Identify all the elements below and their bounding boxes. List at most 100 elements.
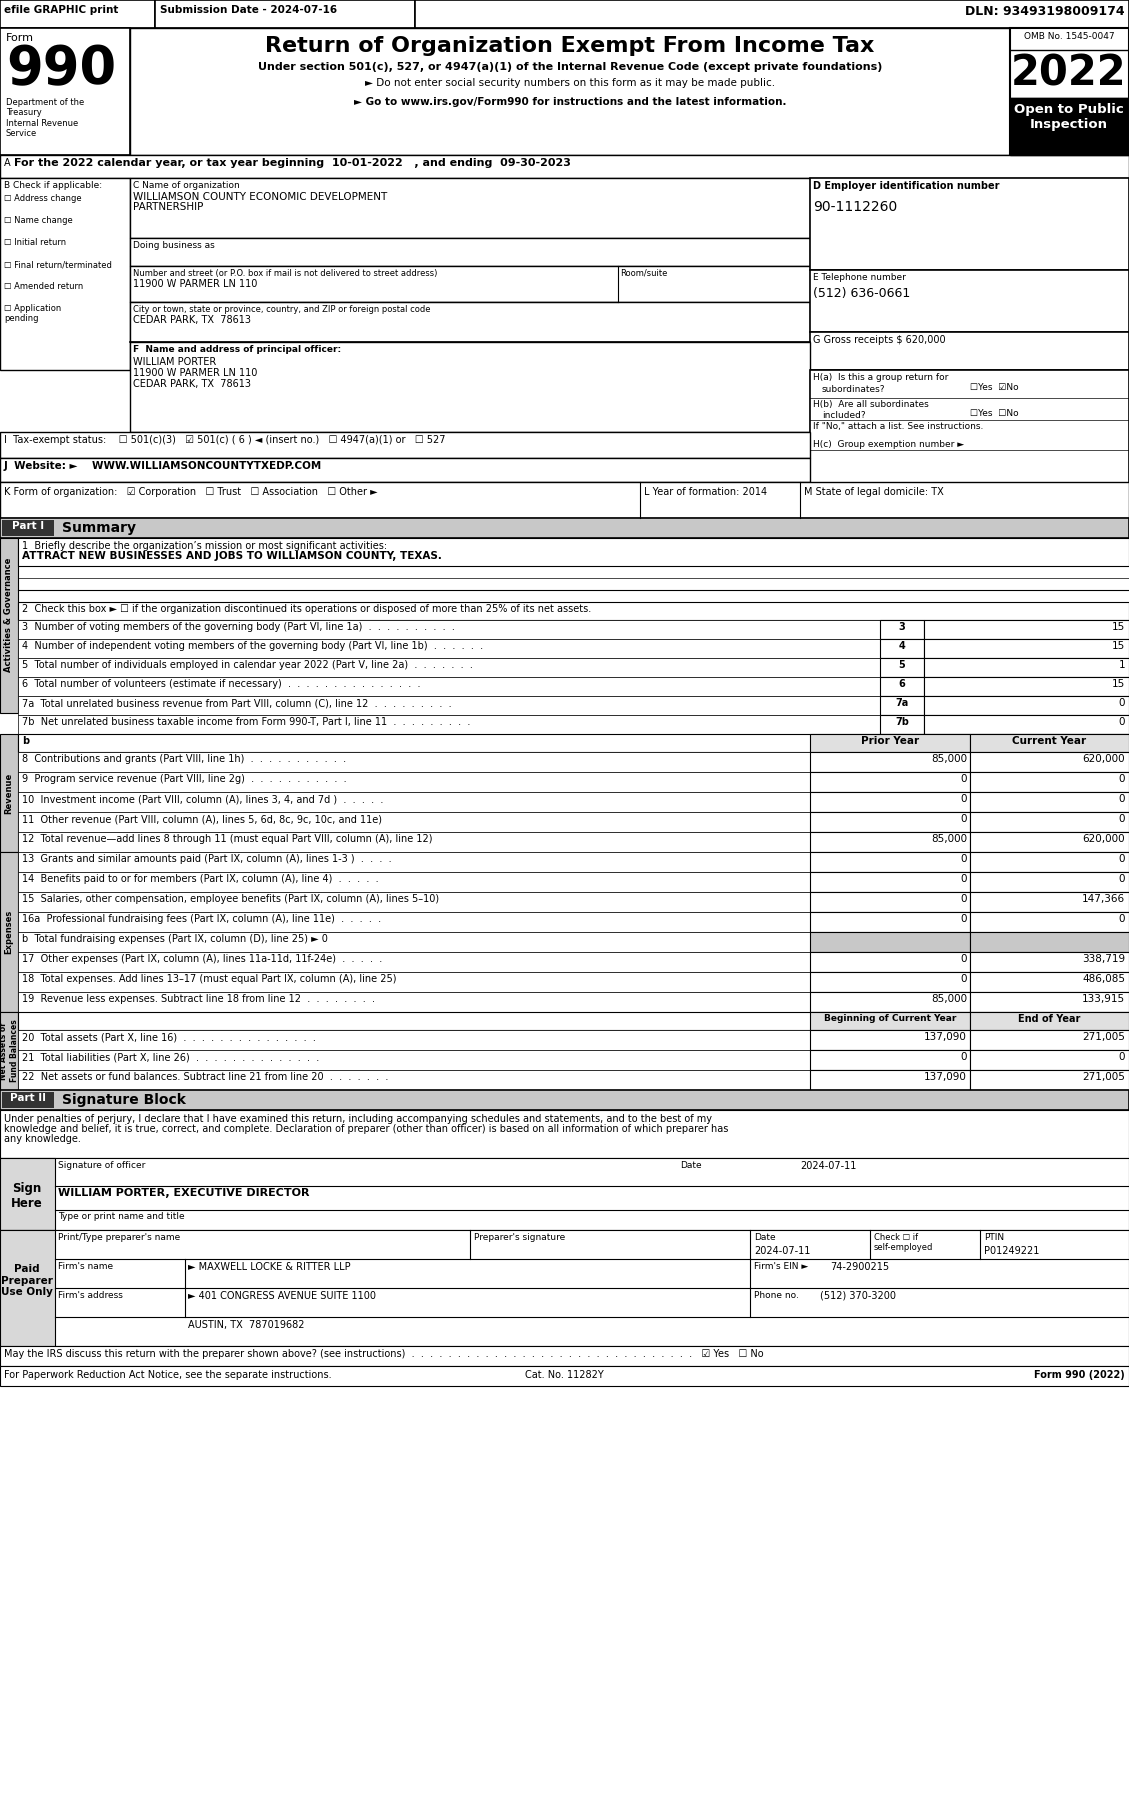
Text: 16a  Professional fundraising fees (Part IX, column (A), line 11e)  .  .  .  .  : 16a Professional fundraising fees (Part … [21, 914, 382, 923]
Bar [924, 620, 1129, 639]
Bar [18, 1050, 1129, 1070]
Text: 15: 15 [1112, 678, 1124, 689]
Text: subordinates?: subordinates? [822, 385, 885, 394]
Text: 2  Check this box ► ☐ if the organization discontinued its operations or dispose: 2 Check this box ► ☐ if the organization… [21, 604, 592, 613]
Text: K Form of organization:   ☑ Corporation   ☐ Trust   ☐ Association   ☐ Other ►: K Form of organization: ☑ Corporation ☐ … [5, 486, 377, 497]
Bar [18, 952, 1129, 972]
Bar [18, 833, 1129, 853]
Text: 10  Investment income (Part VIII, column (A), lines 3, 4, and 7d )  .  .  .  .  : 10 Investment income (Part VIII, column … [21, 795, 384, 804]
Text: 3  Number of voting members of the governing body (Part VI, line 1a)  .  .  .  .: 3 Number of voting members of the govern… [21, 622, 455, 631]
Bar [809, 370, 1129, 488]
Text: Under penalties of perjury, I declare that I have examined this return, includin: Under penalties of perjury, I declare th… [5, 1114, 712, 1125]
Text: Activities & Governance: Activities & Governance [5, 559, 14, 673]
Text: efile GRAPHIC print: efile GRAPHIC print [5, 5, 119, 15]
Text: 19  Revenue less expenses. Subtract line 18 from line 12  .  .  .  .  .  .  .  .: 19 Revenue less expenses. Subtract line … [21, 994, 375, 1003]
Text: 0: 0 [1119, 1052, 1124, 1061]
Bar [879, 715, 924, 735]
Text: Form: Form [6, 33, 34, 44]
Text: CEDAR PARK, TX  78613: CEDAR PARK, TX 78613 [133, 316, 251, 325]
Text: Date: Date [754, 1234, 776, 1243]
Bar [809, 932, 970, 952]
Bar [18, 773, 1129, 793]
Bar [18, 793, 1129, 813]
Text: 11  Other revenue (Part VIII, column (A), lines 5, 6d, 8c, 9c, 10c, and 11e): 11 Other revenue (Part VIII, column (A),… [21, 814, 382, 824]
Bar [970, 1070, 1129, 1090]
Text: 486,085: 486,085 [1082, 974, 1124, 983]
Text: May the IRS discuss this return with the preparer shown above? (see instructions: May the IRS discuss this return with the… [5, 1350, 763, 1359]
Bar [18, 715, 1129, 735]
Bar [970, 972, 1129, 992]
Bar [18, 873, 1129, 892]
Text: 2024-07-11: 2024-07-11 [800, 1161, 857, 1172]
Text: (512) 370-3200: (512) 370-3200 [820, 1292, 896, 1301]
Text: B Check if applicable:: B Check if applicable: [5, 181, 102, 190]
Text: 85,000: 85,000 [931, 755, 968, 764]
Bar [18, 602, 1129, 620]
Text: Print/Type preparer's name: Print/Type preparer's name [58, 1234, 181, 1243]
Text: 3: 3 [899, 622, 905, 631]
Bar [0, 1090, 1129, 1110]
Bar [970, 873, 1129, 892]
Bar [809, 1070, 970, 1090]
Text: 271,005: 271,005 [1082, 1072, 1124, 1081]
Text: H(a)  Is this a group return for: H(a) Is this a group return for [813, 374, 948, 383]
Text: b  Total fundraising expenses (Part IX, column (D), line 25) ► 0: b Total fundraising expenses (Part IX, c… [21, 934, 327, 943]
Text: City or town, state or province, country, and ZIP or foreign postal code: City or town, state or province, country… [133, 305, 430, 314]
Text: Preparer's signature: Preparer's signature [474, 1234, 566, 1243]
Text: Return of Organization Exempt From Income Tax: Return of Organization Exempt From Incom… [265, 36, 875, 56]
Bar [18, 677, 1129, 697]
Bar [18, 620, 1129, 639]
Text: 271,005: 271,005 [1082, 1032, 1124, 1041]
Bar [18, 753, 1129, 773]
Bar [970, 1012, 1129, 1030]
Bar [809, 833, 970, 853]
Bar [879, 658, 924, 677]
Bar [0, 853, 18, 1012]
Text: Summary: Summary [62, 521, 135, 535]
Text: Number and street (or P.O. box if mail is not delivered to street address): Number and street (or P.O. box if mail i… [133, 268, 437, 278]
Bar [0, 1230, 1129, 1346]
Text: 2024-07-11: 2024-07-11 [754, 1246, 811, 1255]
Text: A: A [5, 158, 10, 169]
Bar [0, 1012, 18, 1090]
Text: P01249221: P01249221 [984, 1246, 1040, 1255]
Bar [809, 1012, 970, 1030]
Bar [970, 932, 1129, 952]
Text: 0: 0 [1119, 854, 1124, 863]
Text: End of Year: End of Year [1018, 1014, 1080, 1023]
Text: ☐Yes  ☑No: ☐Yes ☑No [970, 383, 1018, 392]
Text: PTIN: PTIN [984, 1234, 1004, 1243]
Text: WILLIAM PORTER, EXECUTIVE DIRECTOR: WILLIAM PORTER, EXECUTIVE DIRECTOR [58, 1188, 309, 1197]
Text: Submission Date - 2024-07-16: Submission Date - 2024-07-16 [160, 5, 338, 15]
Bar [809, 1050, 970, 1070]
Text: Expenses: Expenses [5, 911, 14, 954]
Text: Department of the
Treasury
Internal Revenue
Service: Department of the Treasury Internal Reve… [6, 98, 85, 138]
Text: J  Website: ►    WWW.WILLIAMSONCOUNTYTXEDP.COM: J Website: ► WWW.WILLIAMSONCOUNTYTXEDP.C… [5, 461, 322, 472]
Bar [155, 0, 415, 27]
Bar [809, 873, 970, 892]
Bar [1010, 98, 1129, 154]
Text: ► MAXWELL LOCKE & RITTER LLP: ► MAXWELL LOCKE & RITTER LLP [189, 1263, 351, 1272]
Text: Firm's EIN ►: Firm's EIN ► [754, 1263, 808, 1272]
Text: OMB No. 1545-0047: OMB No. 1545-0047 [1024, 33, 1114, 42]
Text: 0: 0 [961, 954, 968, 963]
Bar [0, 0, 1129, 27]
Bar [0, 519, 1129, 539]
Text: 137,090: 137,090 [925, 1072, 968, 1081]
Text: Beginning of Current Year: Beginning of Current Year [824, 1014, 956, 1023]
Text: 0: 0 [961, 814, 968, 824]
Bar [879, 697, 924, 715]
Text: 5: 5 [899, 660, 905, 669]
Text: ► Go to www.irs.gov/Form990 for instructions and the latest information.: ► Go to www.irs.gov/Form990 for instruct… [353, 96, 786, 107]
Bar [970, 735, 1129, 753]
Text: PARTNERSHIP: PARTNERSHIP [133, 201, 203, 212]
Text: Room/suite: Room/suite [620, 268, 667, 278]
Text: Revenue: Revenue [5, 773, 14, 814]
Bar [0, 1366, 1129, 1386]
Text: Cat. No. 11282Y: Cat. No. 11282Y [525, 1370, 603, 1380]
Bar [809, 952, 970, 972]
Bar [809, 270, 1129, 332]
Text: For the 2022 calendar year, or tax year beginning  10-01-2022   , and ending  09: For the 2022 calendar year, or tax year … [14, 158, 571, 169]
Bar [809, 735, 970, 753]
Text: Form 990 (2022): Form 990 (2022) [1034, 1370, 1124, 1380]
